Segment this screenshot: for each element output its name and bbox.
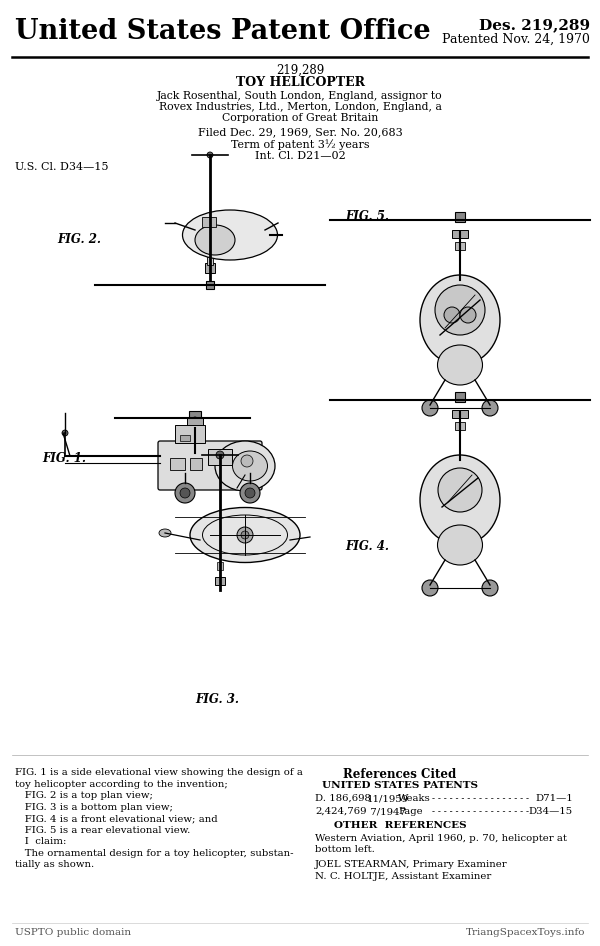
Bar [455, 242, 465, 250]
Text: Corporation of Great Britain: Corporation of Great Britain [222, 113, 378, 123]
Text: JOEL STEARMAN, Primary Examiner: JOEL STEARMAN, Primary Examiner [315, 860, 508, 869]
Ellipse shape [233, 451, 268, 481]
Text: Filed Dec. 29, 1969, Ser. No. 20,683: Filed Dec. 29, 1969, Ser. No. 20,683 [197, 127, 403, 137]
Text: I  claim:: I claim: [15, 837, 67, 846]
Bar [452, 410, 468, 418]
Circle shape [245, 488, 255, 498]
Text: D71—1: D71—1 [535, 794, 573, 803]
Bar [190, 458, 202, 470]
Bar [207, 255, 213, 265]
Text: United States Patent Office: United States Patent Office [15, 18, 431, 45]
Circle shape [240, 483, 260, 503]
Ellipse shape [420, 275, 500, 365]
Bar [208, 449, 232, 465]
Text: D. 186,698: D. 186,698 [315, 794, 371, 803]
Text: FIG. 5.: FIG. 5. [345, 210, 389, 223]
Text: 11/1959: 11/1959 [367, 794, 409, 803]
Text: Rovex Industries, Ltd., Merton, London, England, a: Rovex Industries, Ltd., Merton, London, … [158, 102, 442, 112]
Circle shape [175, 483, 195, 503]
Circle shape [482, 400, 498, 416]
Text: D34—15: D34—15 [529, 807, 573, 816]
Circle shape [460, 307, 476, 323]
Circle shape [237, 527, 253, 543]
Text: Int. Cl. D21—02: Int. Cl. D21—02 [254, 151, 346, 161]
Circle shape [422, 400, 438, 416]
Text: Page: Page [398, 807, 422, 816]
Text: Patented Nov. 24, 1970: Patented Nov. 24, 1970 [442, 33, 590, 46]
Ellipse shape [195, 225, 235, 255]
Text: tially as shown.: tially as shown. [15, 860, 94, 869]
Bar [189, 411, 201, 423]
Circle shape [435, 285, 485, 335]
Bar [215, 577, 225, 585]
Text: TOY HELICOPTER: TOY HELICOPTER [235, 76, 365, 89]
Text: References Cited: References Cited [343, 768, 457, 781]
Bar [180, 435, 190, 441]
Text: TriangSpacexToys.info: TriangSpacexToys.info [466, 928, 585, 937]
Bar [217, 562, 223, 570]
Text: Jack Rosenthal, South London, England, assignor to: Jack Rosenthal, South London, England, a… [157, 91, 443, 101]
Circle shape [207, 152, 213, 158]
Text: Des. 219,289: Des. 219,289 [479, 18, 590, 32]
Text: USPTO public domain: USPTO public domain [15, 928, 131, 937]
Circle shape [422, 580, 438, 596]
Bar [187, 418, 203, 430]
Bar [455, 392, 465, 402]
Circle shape [62, 430, 68, 436]
Text: FIG. 1 is a side elevational view showing the design of a: FIG. 1 is a side elevational view showin… [15, 768, 303, 777]
Text: 2,424,769: 2,424,769 [315, 807, 367, 816]
Ellipse shape [437, 345, 482, 385]
Text: FIG. 4 is a front elevational view; and: FIG. 4 is a front elevational view; and [15, 814, 218, 823]
Text: 219,289: 219,289 [276, 64, 324, 77]
Text: FIG. 5 is a rear elevational view.: FIG. 5 is a rear elevational view. [15, 826, 190, 834]
Ellipse shape [437, 525, 482, 565]
Bar [455, 422, 465, 430]
Text: UNITED STATES PATENTS: UNITED STATES PATENTS [322, 781, 478, 790]
Circle shape [241, 455, 253, 467]
Text: - - - - - - - - - - - - - - - - -: - - - - - - - - - - - - - - - - - [432, 807, 529, 816]
Text: FIG. 2.: FIG. 2. [57, 233, 101, 246]
Text: OTHER  REFERENCES: OTHER REFERENCES [334, 821, 466, 830]
Ellipse shape [215, 441, 275, 491]
Bar [202, 217, 216, 227]
Ellipse shape [190, 507, 300, 563]
Text: 7/1947: 7/1947 [367, 807, 406, 816]
Text: N. C. HOLTJE, Assistant Examiner: N. C. HOLTJE, Assistant Examiner [315, 872, 491, 881]
Bar [175, 425, 205, 443]
Text: FIG. 3.: FIG. 3. [195, 693, 239, 706]
Circle shape [216, 451, 224, 459]
Text: - - - - - - - - - - - - - - - - -: - - - - - - - - - - - - - - - - - [432, 794, 529, 803]
Bar [205, 263, 215, 273]
Text: FIG. 2 is a top plan view;: FIG. 2 is a top plan view; [15, 791, 153, 800]
Circle shape [180, 488, 190, 498]
Bar [452, 230, 468, 238]
Text: FIG. 4.: FIG. 4. [345, 540, 389, 553]
Text: toy helicopter according to the invention;: toy helicopter according to the inventio… [15, 780, 228, 789]
Circle shape [192, 417, 198, 423]
Text: bottom left.: bottom left. [315, 845, 375, 854]
Ellipse shape [182, 210, 277, 260]
Text: U.S. Cl. D34—15: U.S. Cl. D34—15 [15, 162, 109, 172]
Text: The ornamental design for a toy helicopter, substan-: The ornamental design for a toy helicopt… [15, 849, 293, 857]
Circle shape [438, 468, 482, 512]
Circle shape [482, 580, 498, 596]
Text: Western Aviation, April 1960, p. 70, helicopter at: Western Aviation, April 1960, p. 70, hel… [315, 834, 567, 843]
Ellipse shape [159, 529, 171, 537]
Bar [170, 458, 185, 470]
Bar [206, 281, 214, 289]
Text: Term of patent 3½ years: Term of patent 3½ years [230, 139, 370, 149]
Text: Weaks: Weaks [398, 794, 431, 803]
FancyBboxPatch shape [158, 441, 262, 490]
Circle shape [444, 307, 460, 323]
Circle shape [241, 531, 249, 539]
Ellipse shape [420, 455, 500, 545]
Bar [455, 212, 465, 222]
Text: FIG. 1.: FIG. 1. [42, 452, 86, 465]
Text: FIG. 3 is a bottom plan view;: FIG. 3 is a bottom plan view; [15, 802, 173, 812]
